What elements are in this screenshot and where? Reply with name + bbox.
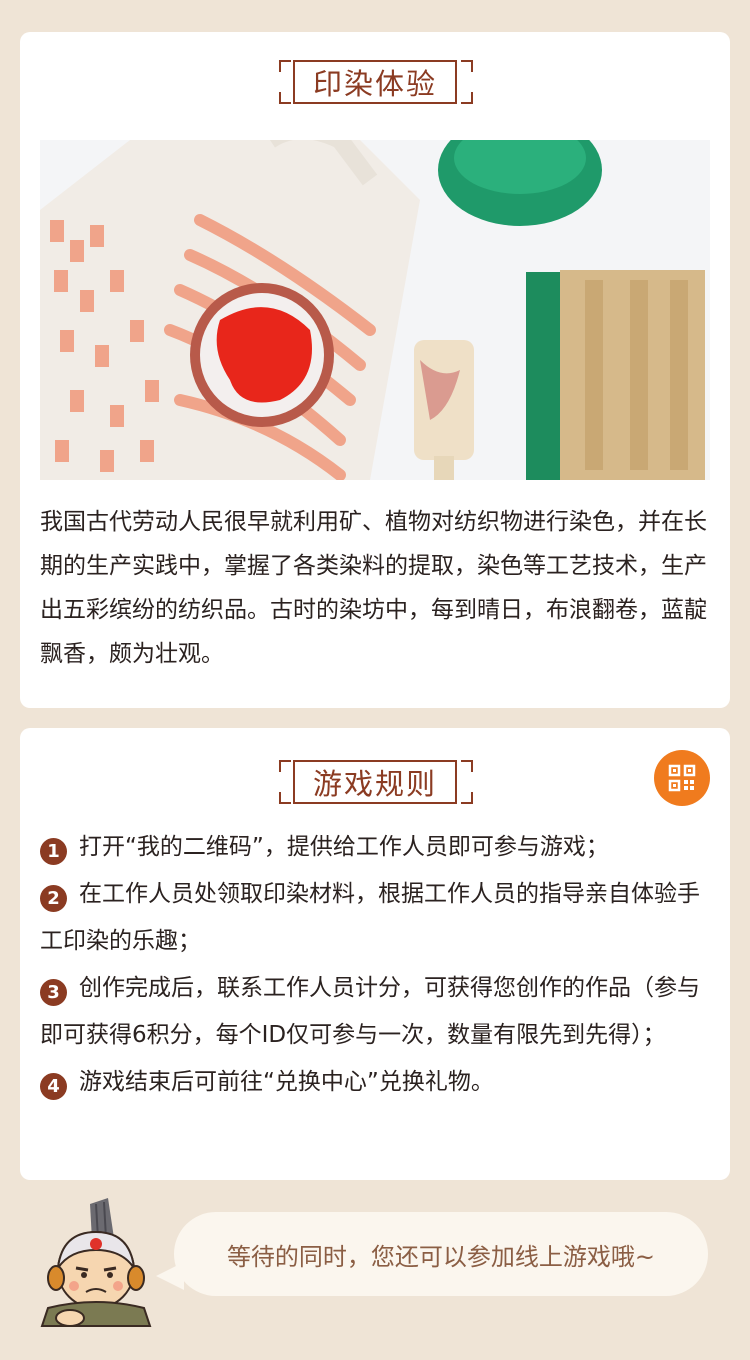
qr-code-button[interactable] xyxy=(654,750,710,806)
rule-number-badge: 4 xyxy=(40,1073,67,1100)
section-title-rules: 游戏规则 xyxy=(292,760,458,804)
rule-item: 2 在工作人员处领取印染材料，根据工作人员的指导亲自体验手工印染的乐趣； xyxy=(40,871,720,965)
rule-text: 游戏结束后可前往“兑换中心”兑换礼物。 xyxy=(79,1069,494,1095)
title-ornament-right xyxy=(459,60,474,104)
dyeing-photo-illustration xyxy=(40,140,710,480)
rule-item: 4 游戏结束后可前往“兑换中心”兑换礼物。 xyxy=(40,1059,720,1106)
intro-card: 印染体验 xyxy=(20,32,730,708)
rule-item: 1 打开“我的二维码”，提供给工作人员即可参与游戏； xyxy=(40,824,720,871)
dyeing-tools-photo xyxy=(40,140,710,480)
rule-item: 3 创作完成后，联系工作人员计分，可获得您创作的作品（参与即可获得6积分，每个ID… xyxy=(40,965,720,1059)
rule-text: 创作完成后，联系工作人员计分，可获得您创作的作品（参与即可获得6积分，每个ID仅… xyxy=(40,975,700,1048)
title-ornament-left xyxy=(277,60,291,104)
rule-text: 在工作人员处领取印染材料，根据工作人员的指导亲自体验手工印染的乐趣； xyxy=(40,881,700,954)
qr-code-icon xyxy=(668,764,696,792)
rule-number-badge: 2 xyxy=(40,885,67,912)
rules-list: 1 打开“我的二维码”，提供给工作人员即可参与游戏； 2 在工作人员处领取印染材料，… xyxy=(40,824,720,1106)
rule-text: 打开“我的二维码”，提供给工作人员即可参与游戏； xyxy=(79,834,609,860)
online-game-hint: 等待的同时，您还可以参加线上游戏哦~ xyxy=(226,1242,656,1271)
section-title-frame: 印染体验 xyxy=(277,60,474,104)
title-ornament-right xyxy=(459,760,474,804)
rules-card: 游戏规则 1 打开“我的二维码”，提供给工作人员即可参与游戏； 2 在工作人员处领取… xyxy=(20,728,730,1180)
speech-bubble: 等待的同时，您还可以参加线上游戏哦~ xyxy=(174,1212,708,1296)
mascot-character-icon xyxy=(40,1198,152,1327)
title-ornament-left xyxy=(277,760,291,804)
section-title-dyeing: 印染体验 xyxy=(292,60,458,104)
rule-number-badge: 1 xyxy=(40,838,67,865)
dyeing-description: 我国古代劳动人民很早就利用矿、植物对纺织物进行染色，并在长期的生产实践中，掌握了… xyxy=(40,509,707,667)
rule-number-badge: 3 xyxy=(40,979,67,1006)
section-title-frame: 游戏规则 xyxy=(277,760,474,804)
